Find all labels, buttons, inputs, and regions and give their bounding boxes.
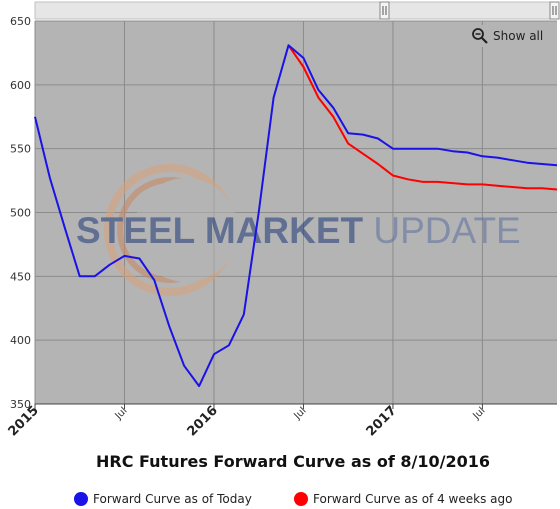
- x-tick-label: Jul: [471, 405, 488, 422]
- y-tick-label: 600: [10, 79, 31, 92]
- y-tick-label: 400: [10, 334, 31, 347]
- x-tick-label: Jul: [292, 405, 309, 422]
- y-tick-label: 650: [10, 15, 31, 28]
- y-axis-ticks: 350 400 450 500 550 600 650: [10, 15, 31, 411]
- y-tick-label: 350: [10, 398, 31, 411]
- legend-item-4-weeks-ago[interactable]: Forward Curve as of 4 weeks ago: [294, 492, 512, 506]
- watermark-update: UPDATE: [363, 210, 521, 251]
- navigator-left-handle[interactable]: [379, 1, 390, 20]
- show-all-button[interactable]: Show all: [466, 25, 548, 47]
- legend-label-today: Forward Curve as of Today: [93, 492, 252, 506]
- legend-item-today[interactable]: Forward Curve as of Today: [74, 492, 252, 506]
- legend-marker-4-weeks-ago: [294, 492, 308, 506]
- x-tick-label: 2016: [185, 403, 221, 439]
- x-tick-label: 2017: [364, 403, 400, 439]
- y-tick-label: 500: [10, 207, 31, 220]
- watermark-steel: STEEL: [76, 210, 205, 251]
- legend-label-4-weeks-ago: Forward Curve as of 4 weeks ago: [313, 492, 512, 506]
- navigator-bar[interactable]: [34, 1, 560, 20]
- y-tick-label: 450: [10, 270, 31, 283]
- series-line-4-weeks-ago[interactable]: [287, 44, 558, 191]
- chart-title: HRC Futures Forward Curve as of 8/10/201…: [96, 452, 490, 471]
- legend: Forward Curve as of Today Forward Curve …: [74, 492, 512, 506]
- x-axis-ticks: 2015 Jul 2016 Jul 2017 Jul: [6, 403, 488, 439]
- series-line-today[interactable]: [34, 44, 558, 388]
- zoom-out-magnifier-icon: [472, 28, 488, 44]
- navigator-right-handle[interactable]: [549, 1, 560, 20]
- legend-marker-today: [74, 492, 88, 506]
- x-tick-label: Jul: [113, 405, 130, 422]
- watermark: STEEL MARKET UPDATE: [76, 164, 521, 296]
- y-tick-label: 550: [10, 143, 31, 156]
- series-layer: [34, 44, 558, 388]
- svg-text:STEEL MARKET UPDATE: STEEL MARKET UPDATE: [76, 210, 521, 251]
- crescent-logo-icon: [104, 164, 238, 296]
- watermark-market: MARKET: [205, 210, 364, 251]
- show-all-label: Show all: [493, 29, 543, 43]
